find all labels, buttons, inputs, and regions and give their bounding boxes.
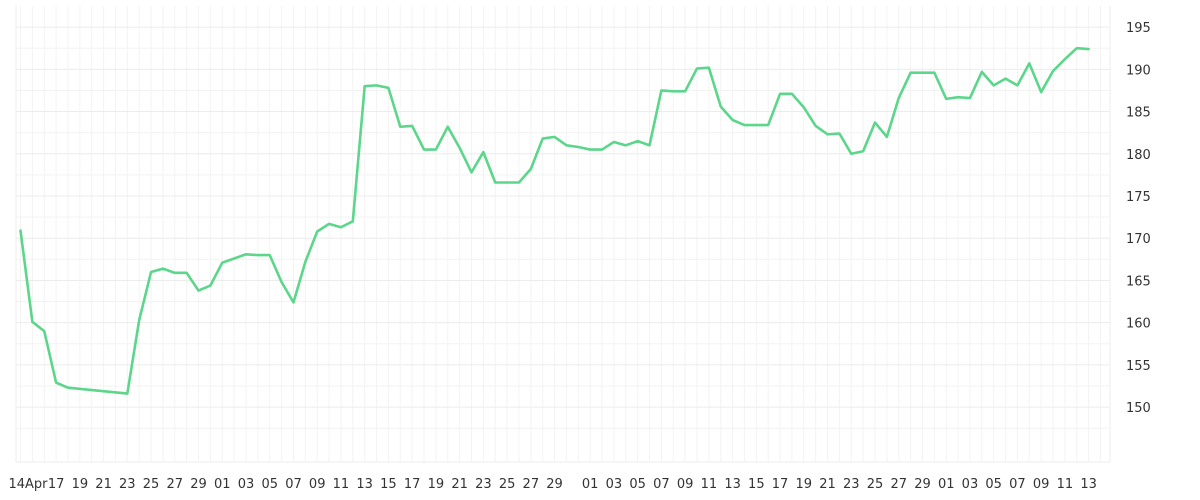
x-tick-label: 19	[796, 477, 813, 492]
y-tick-label: 155	[1126, 359, 1151, 374]
x-tick-label: 21	[451, 477, 468, 492]
x-tick-label: 07	[285, 477, 302, 492]
x-axis-tick-labels: 14Apr 17 19 21 23 25 27 29 01 03 05 07 09 11 13 15 17 19 2…	[9, 477, 1097, 492]
y-tick-label: 190	[1126, 63, 1151, 78]
x-tick-label: 23	[843, 477, 860, 492]
x-tick-label: 17	[48, 477, 65, 492]
x-tick-label: 29	[546, 477, 563, 492]
x-tick-label: 29	[914, 477, 931, 492]
x-tick-label: 13	[1080, 477, 1097, 492]
x-tick-label: 27	[523, 477, 540, 492]
x-tick-label: 11	[701, 477, 718, 492]
major-grid	[16, 26, 1110, 429]
y-tick-label: 160	[1126, 317, 1151, 332]
x-tick-label: 13	[356, 477, 373, 492]
x-tick-label: 25	[867, 477, 884, 492]
x-tick-label: 05	[629, 477, 646, 492]
x-tick-label: 03	[606, 477, 623, 492]
x-tick-label: 17	[772, 477, 789, 492]
x-tick-label: 01	[582, 477, 599, 492]
y-tick-label: 150	[1126, 401, 1151, 416]
y-axis-tick-labels: 150 155 160 165 170 175 180 185 190 195	[1126, 21, 1151, 416]
x-tick-label: 19	[72, 477, 89, 492]
x-tick-label: 11	[1057, 477, 1074, 492]
x-tick-label: 09	[309, 477, 326, 492]
x-tick-label: 15	[380, 477, 397, 492]
x-tick-label: 07	[653, 477, 670, 492]
y-tick-label: 165	[1126, 274, 1151, 289]
x-tick-label: 14Apr	[9, 477, 49, 492]
x-tick-label: 09	[1033, 477, 1050, 492]
series-layer	[19, 46, 1090, 395]
x-tick-label: 17	[404, 477, 421, 492]
x-tick-label: 23	[119, 477, 136, 492]
x-tick-label: 07	[1009, 477, 1026, 492]
x-tick-label: 11	[333, 477, 350, 492]
y-tick-label: 195	[1126, 21, 1151, 36]
series-line-0	[19, 46, 1090, 395]
x-tick-label: 05	[261, 477, 278, 492]
x-tick-label: 25	[499, 477, 516, 492]
x-tick-label: 25	[143, 477, 160, 492]
x-tick-label: 27	[167, 477, 184, 492]
y-tick-label: 185	[1126, 106, 1151, 121]
x-tick-label: 21	[95, 477, 112, 492]
x-tick-label: 01	[938, 477, 955, 492]
axes	[15, 6, 1111, 463]
x-tick-label: 05	[985, 477, 1002, 492]
x-tick-label: 21	[819, 477, 836, 492]
minor-grid	[20, 6, 1101, 462]
y-tick-label: 170	[1126, 232, 1151, 247]
x-tick-label: 13	[724, 477, 741, 492]
x-tick-label: 15	[748, 477, 765, 492]
x-tick-label: 19	[428, 477, 445, 492]
x-tick-label: 23	[475, 477, 492, 492]
x-tick-label: 09	[677, 477, 694, 492]
y-tick-label: 175	[1126, 190, 1151, 205]
x-tick-label: 29	[190, 477, 207, 492]
x-tick-label: 01	[214, 477, 231, 492]
y-tick-label: 180	[1126, 148, 1151, 163]
x-tick-label: 03	[238, 477, 255, 492]
x-tick-label: 27	[890, 477, 907, 492]
x-tick-label: 03	[962, 477, 979, 492]
